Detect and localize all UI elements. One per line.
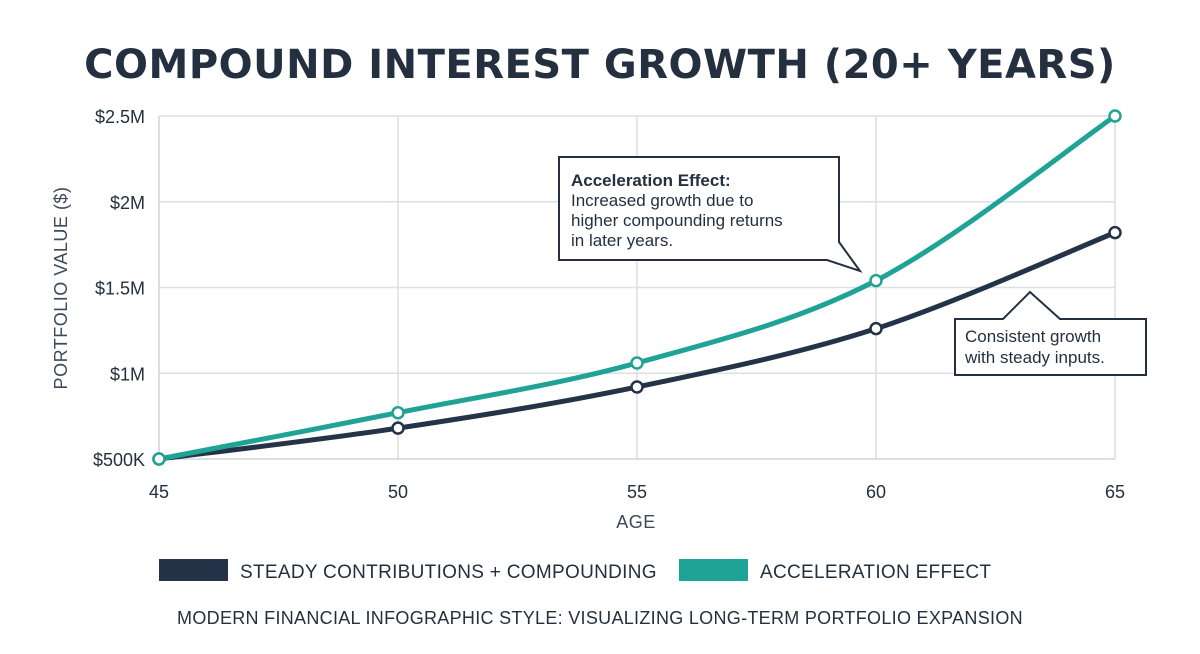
callout-acceleration-box <box>558 156 863 273</box>
callout-consistent-box <box>954 290 1147 376</box>
chart-title: COMPOUND INTEREST GROWTH (20+ YEARS) <box>84 42 1116 88</box>
legend-label-steady: STEADY CONTRIBUTIONS + COMPOUNDING <box>240 562 657 583</box>
legend: STEADY CONTRIBUTIONS + COMPOUNDING ACCEL… <box>159 559 991 583</box>
callout-acceleration-title: Acceleration Effect: <box>571 171 731 190</box>
y-tick-label: $2.5M <box>95 107 145 127</box>
callout-consistent: Consistent growth with steady inputs. <box>954 290 1147 376</box>
x-tick-label: 55 <box>627 482 647 502</box>
legend-swatch-steady <box>159 559 228 581</box>
data-point-acceleration <box>1108 109 1122 123</box>
x-tick-label: 50 <box>388 482 408 502</box>
y-axis-label: PORTFOLIO VALUE ($) <box>51 187 71 390</box>
y-tick-label: $1M <box>110 364 145 384</box>
y-tick-label: $1.5M <box>95 279 145 299</box>
legend-swatch-acceleration <box>679 559 748 581</box>
data-point-steady <box>630 380 644 394</box>
data-point-acceleration <box>152 452 166 466</box>
callout-consistent-line: with steady inputs. <box>964 348 1105 367</box>
callout-acceleration-line: in later years. <box>571 231 673 250</box>
x-tick-label: 45 <box>149 482 169 502</box>
axes: $500K $1M $1.5M $2M $2.5M 45 50 55 60 65 <box>93 107 1125 502</box>
callout-acceleration: Acceleration Effect: Increased growth du… <box>558 156 863 273</box>
x-tick-label: 60 <box>866 482 886 502</box>
data-point-acceleration <box>630 356 644 370</box>
x-axis-label: AGE <box>616 512 656 532</box>
legend-label-acceleration: ACCELERATION EFFECT <box>760 562 991 583</box>
data-point-acceleration <box>391 405 405 420</box>
y-tick-label: $2M <box>110 193 145 213</box>
callout-acceleration-line: Increased growth due to <box>571 191 753 210</box>
x-tick-label: 65 <box>1105 482 1125 502</box>
data-point-steady <box>1108 225 1122 240</box>
callout-acceleration-line: higher compounding returns <box>571 211 783 230</box>
data-point-steady <box>391 421 405 435</box>
data-points <box>152 109 1122 466</box>
callout-consistent-line: Consistent growth <box>965 327 1101 346</box>
data-point-acceleration <box>869 273 883 288</box>
y-tick-label: $500K <box>93 450 145 470</box>
chart-subtitle: MODERN FINANCIAL INFOGRAPHIC STYLE: VISU… <box>177 608 1023 628</box>
data-point-steady <box>869 321 883 336</box>
